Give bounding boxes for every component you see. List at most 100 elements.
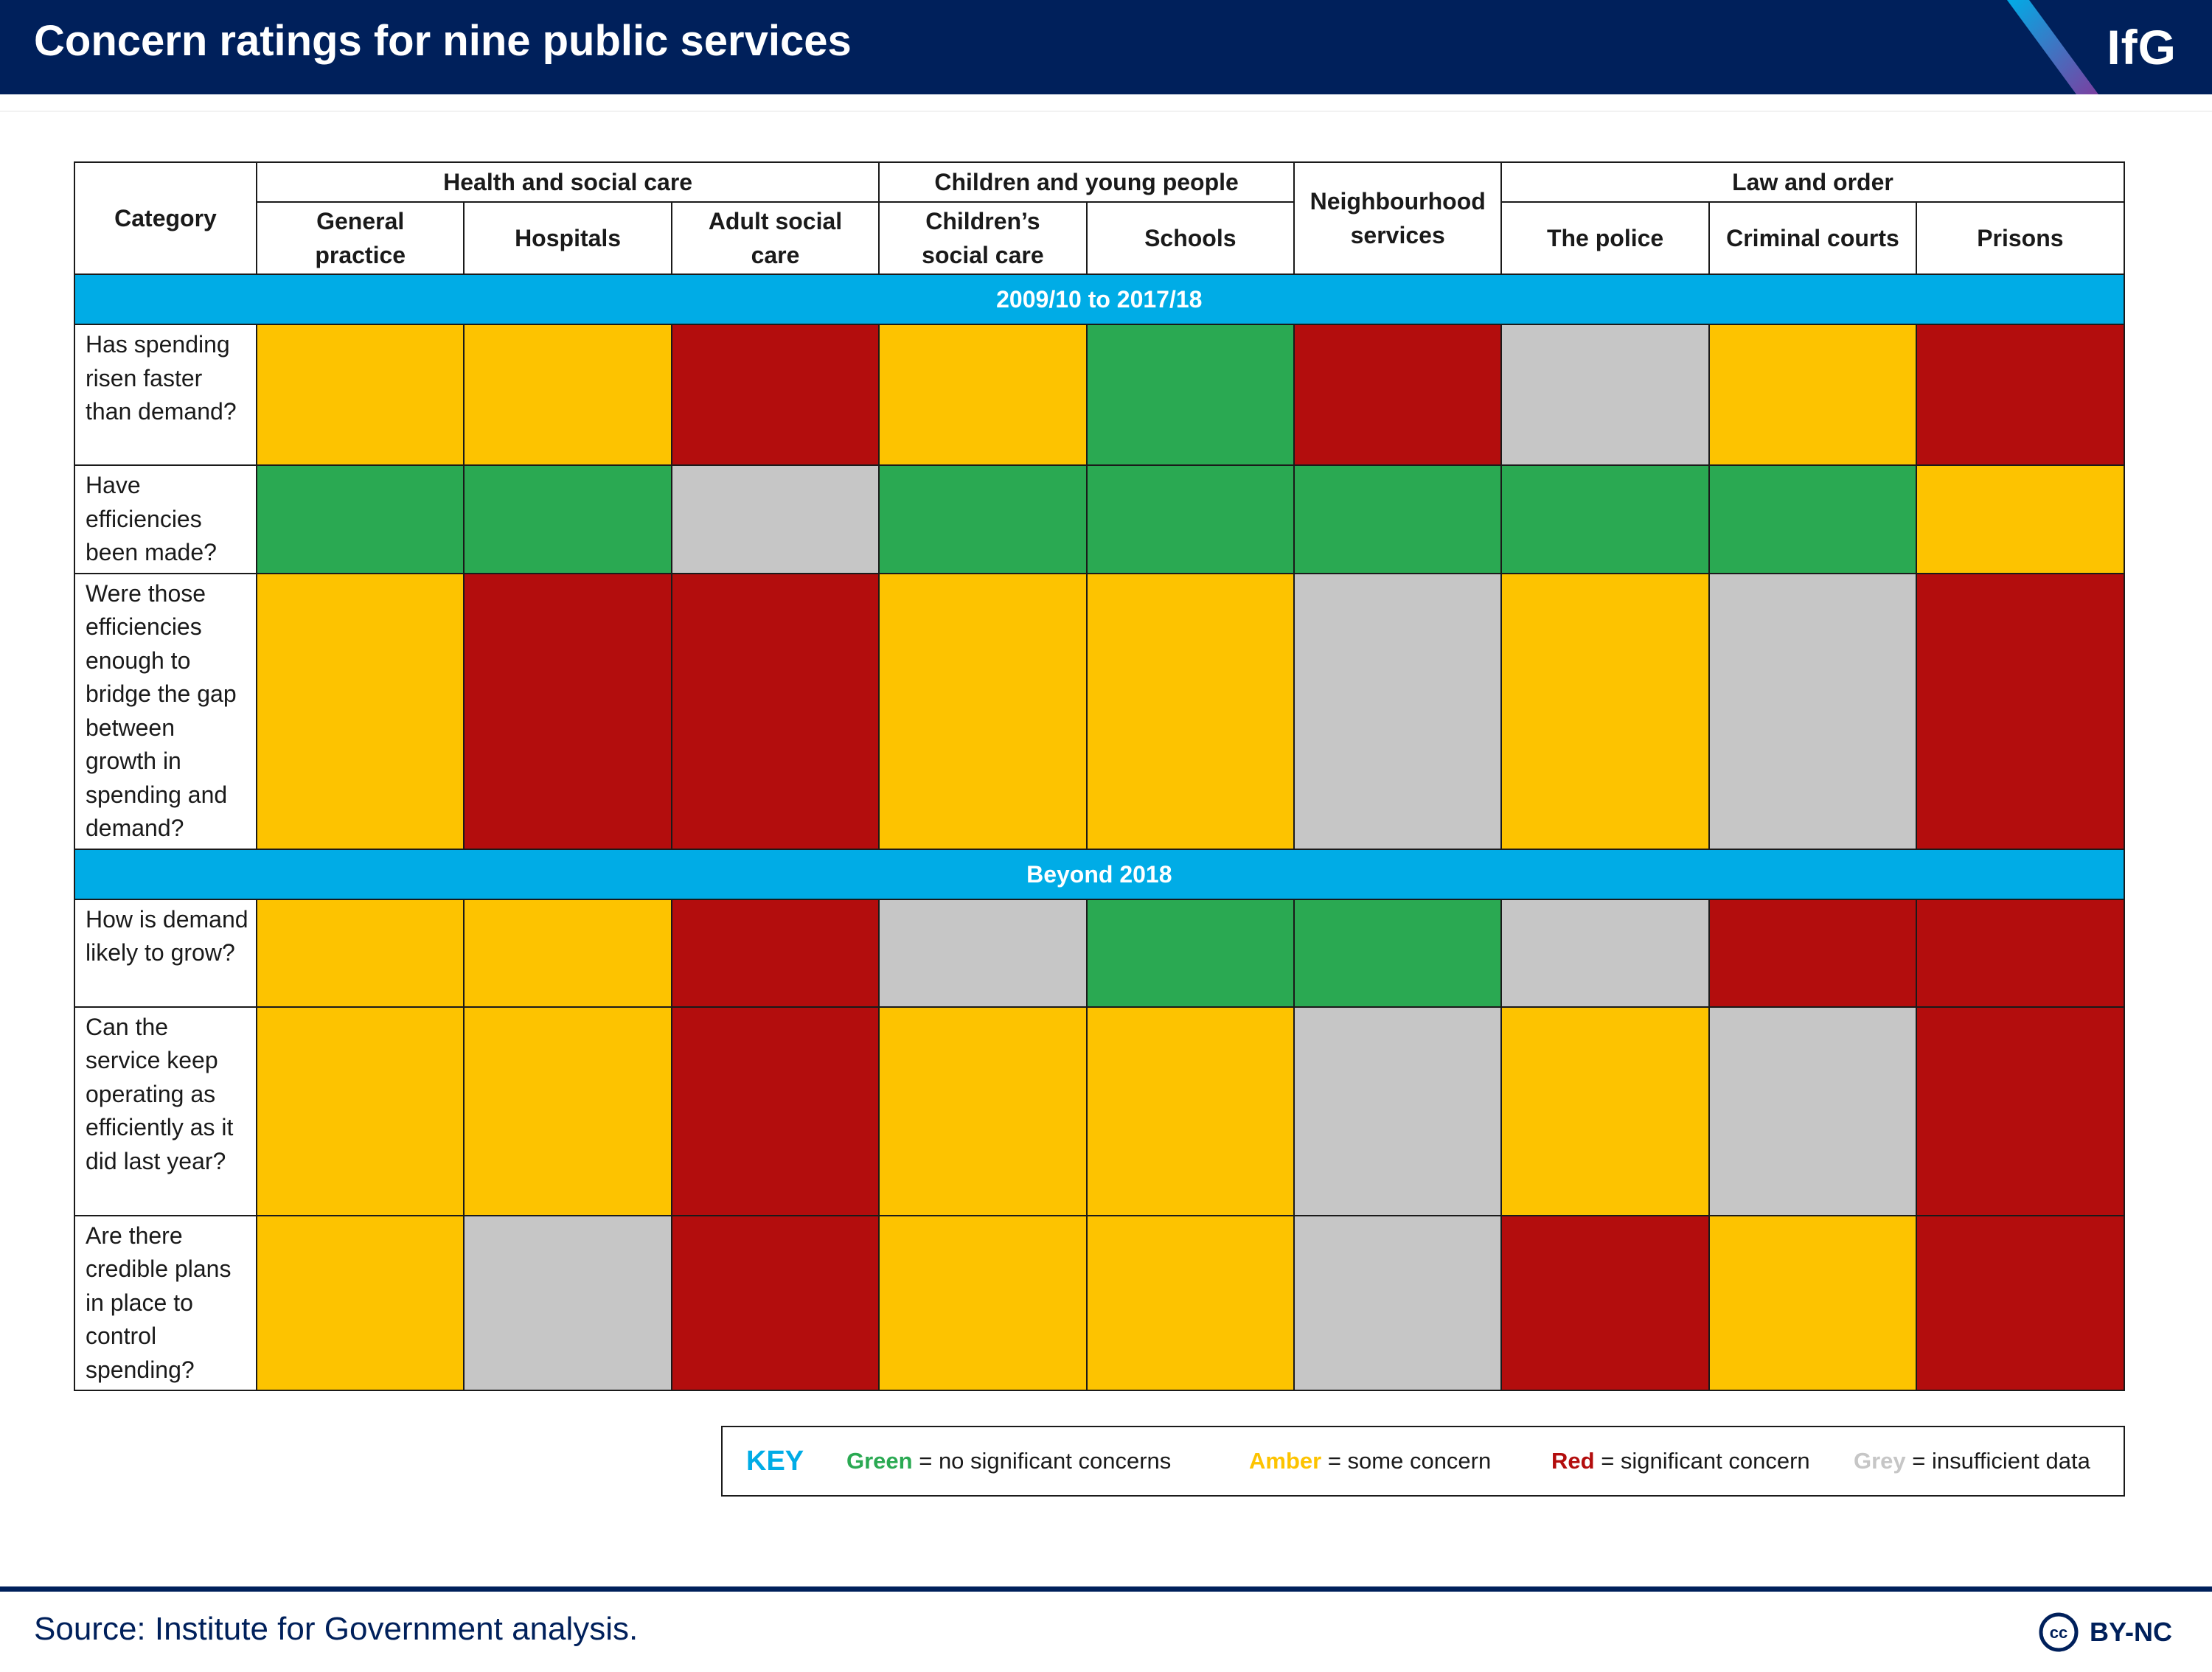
- key-item-green: Green = no significant concerns: [846, 1427, 1171, 1495]
- rating-cell: [463, 324, 672, 466]
- rating-cell: [670, 1214, 880, 1391]
- group-header: Health and social care: [255, 161, 880, 203]
- rating-cell: [1916, 1214, 2125, 1391]
- rating-cell: [463, 1006, 672, 1216]
- rating-cell: [463, 1214, 672, 1391]
- key-item-red: Red = significant concern: [1551, 1427, 1810, 1495]
- category-header: Category: [74, 161, 257, 275]
- question-label: How is demand likely to grow?: [74, 898, 257, 1008]
- footer-divider: [0, 1586, 2212, 1592]
- section-label: Beyond 2018: [74, 848, 2125, 900]
- decorative-stripe: [2007, 0, 2098, 94]
- rating-cell: [1293, 464, 1503, 574]
- rating-cell: [463, 572, 672, 850]
- rating-cell: [255, 1006, 465, 1216]
- concern-ratings-table: Category Health and social care Children…: [74, 161, 2125, 1391]
- rating-cell: [670, 572, 880, 850]
- rating-cell: [1708, 898, 1918, 1008]
- rating-cell: [1293, 324, 1503, 466]
- key-word: Grey: [1854, 1448, 1906, 1474]
- rating-cell: [670, 1006, 880, 1216]
- rating-cell: [1085, 464, 1295, 574]
- column-header: Prisons: [1916, 201, 2125, 275]
- section-row: 2009/10 to 2017/18: [74, 274, 2125, 325]
- section-label: 2009/10 to 2017/18: [74, 274, 2125, 325]
- rating-cell: [878, 464, 1088, 574]
- question-label: Are there credible plans in place to con…: [74, 1214, 257, 1391]
- rating-cell: [1085, 898, 1295, 1008]
- rating-cell: [1085, 324, 1295, 466]
- rating-cell: [1293, 1006, 1503, 1216]
- rating-cell: [1500, 1214, 1710, 1391]
- column-header: Hospitals: [463, 201, 672, 275]
- rating-cell: [1708, 1214, 1918, 1391]
- rating-cell: [1085, 572, 1295, 850]
- key-text: = insufficient data: [1905, 1448, 2090, 1474]
- rating-cell: [255, 572, 465, 850]
- column-header: The police: [1500, 201, 1710, 275]
- key-text: = some concern: [1321, 1448, 1492, 1474]
- question-label: Have efficiencies been made?: [74, 464, 257, 574]
- table-row: Have efficiencies been made?: [74, 464, 2125, 574]
- group-header-row: Category Health and social care Children…: [74, 161, 2125, 275]
- rating-cell: [463, 898, 672, 1008]
- rating-cell: [1500, 572, 1710, 850]
- header-divider: [0, 111, 2212, 112]
- rating-cell: [1085, 1214, 1295, 1391]
- column-header: Adult social care: [670, 201, 880, 275]
- rating-cell: [1500, 464, 1710, 574]
- key-title: KEY: [746, 1446, 804, 1477]
- key-item-grey: Grey = insufficient data: [1854, 1427, 2090, 1495]
- key-word: Red: [1551, 1448, 1595, 1474]
- rating-cell: [1500, 1006, 1710, 1216]
- key-text: = significant concern: [1594, 1448, 1810, 1474]
- rating-cell: [878, 1006, 1088, 1216]
- question-label: Can the service keep operating as effici…: [74, 1006, 257, 1216]
- group-header: Law and order: [1500, 161, 2125, 203]
- page-title: Concern ratings for nine public services: [34, 17, 852, 65]
- column-header: Schools: [1085, 201, 1295, 275]
- rating-cell: [1293, 898, 1503, 1008]
- column-header: Children’s social care: [878, 201, 1088, 275]
- rating-cell: [1916, 464, 2125, 574]
- question-label: Has spending risen faster than demand?: [74, 324, 257, 466]
- rating-cell: [1085, 1006, 1295, 1216]
- svg-text:cc: cc: [2050, 1623, 2067, 1642]
- key-text: = no significant concerns: [912, 1448, 1172, 1474]
- rating-cell: [1500, 898, 1710, 1008]
- group-header: Neighbourhood services: [1293, 161, 1503, 275]
- rating-cell: [255, 464, 465, 574]
- section-row: Beyond 2018: [74, 848, 2125, 900]
- rating-cell: [1708, 572, 1918, 850]
- key-item-amber: Amber = some concern: [1249, 1427, 1491, 1495]
- key-word: Green: [846, 1448, 913, 1474]
- license-label: BY-NC: [2090, 1617, 2173, 1647]
- ifg-logo: IfG: [2107, 20, 2177, 74]
- header-bar: Concern ratings for nine public services…: [0, 0, 2212, 94]
- question-label: Were those efficiencies enough to bridge…: [74, 572, 257, 850]
- rating-cell: [1293, 1214, 1503, 1391]
- rating-cell: [1500, 324, 1710, 466]
- column-header: General practice: [255, 201, 465, 275]
- rating-cell: [255, 1214, 465, 1391]
- table-row: Were those efficiencies enough to bridge…: [74, 572, 2125, 850]
- rating-cell: [1916, 324, 2125, 466]
- group-header: Children and young people: [878, 161, 1295, 203]
- rating-cell: [878, 324, 1088, 466]
- rating-cell: [1708, 324, 1918, 466]
- rating-cell: [670, 898, 880, 1008]
- rating-cell: [255, 324, 465, 466]
- legend-key: KEY Green = no significant concerns Ambe…: [721, 1426, 2125, 1497]
- table-row: Are there credible plans in place to con…: [74, 1214, 2125, 1391]
- column-header-row: General practice Hospitals Adult social …: [74, 201, 2125, 275]
- rating-cell: [1916, 898, 2125, 1008]
- key-word: Amber: [1249, 1448, 1322, 1474]
- rating-cell: [463, 464, 672, 574]
- table-row: Can the service keep operating as effici…: [74, 1006, 2125, 1216]
- column-header: Criminal courts: [1708, 201, 1918, 275]
- rating-cell: [878, 572, 1088, 850]
- rating-cell: [1916, 572, 2125, 850]
- rating-cell: [1916, 1006, 2125, 1216]
- rating-cell: [670, 324, 880, 466]
- table-row: Has spending risen faster than demand?: [74, 324, 2125, 466]
